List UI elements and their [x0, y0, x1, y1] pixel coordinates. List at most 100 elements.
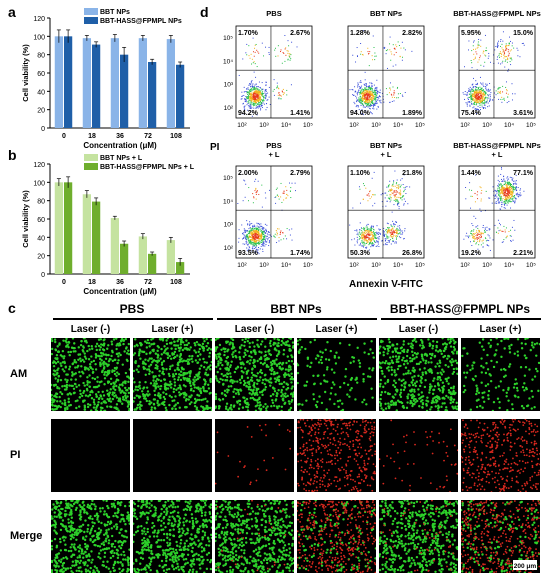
flow-dot	[500, 40, 502, 42]
flow-dot	[259, 230, 261, 232]
quadrant-lr: 2.21%	[513, 250, 534, 257]
flow-dot	[251, 100, 253, 102]
flow-dot	[471, 67, 473, 69]
flow-dot	[389, 87, 391, 89]
flow-dot	[356, 47, 358, 49]
flow-dot	[502, 40, 504, 42]
live-cell	[67, 340, 71, 344]
flow-dot	[251, 98, 253, 100]
flow-dot	[508, 192, 510, 194]
flow-dot	[262, 90, 264, 92]
flow-dot	[367, 94, 369, 96]
flow-plot-title: BBT-HASS@FPMPL NPs	[453, 141, 541, 150]
flow-dot	[396, 191, 398, 193]
flow-dot	[265, 232, 267, 234]
flow-dot	[388, 236, 390, 238]
flow-dot	[256, 49, 258, 51]
flow-dot	[359, 101, 361, 103]
flow-dot	[248, 89, 250, 91]
flow-dot	[255, 88, 257, 90]
live-cell	[106, 405, 109, 408]
flow-dot	[256, 251, 258, 253]
flow-dot	[359, 87, 361, 89]
flow-dot	[503, 53, 505, 55]
flow-dot	[367, 96, 369, 98]
flow-dot	[393, 204, 395, 206]
flow-dot	[260, 98, 262, 100]
flow-dot	[479, 89, 481, 91]
flow-dot	[262, 241, 264, 243]
flow-dot	[360, 86, 362, 88]
flow-dot	[377, 231, 379, 233]
live-cell	[193, 404, 197, 408]
flow-dot	[360, 98, 362, 100]
live-cell	[83, 340, 87, 343]
flow-dot	[384, 238, 386, 240]
flow-dot	[375, 236, 377, 238]
flow-dot	[372, 205, 374, 207]
flow-dot	[508, 189, 510, 191]
flow-dot	[247, 91, 249, 93]
flow-dot	[250, 101, 252, 103]
live-cell	[165, 352, 168, 355]
flow-dot	[257, 241, 259, 243]
flow-dot	[377, 233, 379, 235]
live-cell	[269, 368, 272, 371]
flow-dot	[256, 225, 258, 227]
live-cell	[257, 345, 260, 348]
flow-dot	[244, 180, 246, 182]
flow-dot	[250, 239, 252, 241]
flow-dot	[366, 240, 368, 242]
flow-dot	[389, 234, 391, 236]
flow-dot	[249, 225, 251, 227]
flow-dot	[260, 104, 262, 106]
flow-dot	[252, 228, 254, 230]
flow-dot	[389, 180, 391, 182]
flow-dot	[373, 229, 375, 231]
flow-dot	[371, 236, 373, 238]
flow-dot	[365, 236, 367, 238]
flow-dot	[360, 235, 362, 237]
flow-dot	[386, 222, 388, 224]
live-cell	[171, 338, 175, 340]
flow-dot	[238, 241, 240, 243]
live-cell	[116, 407, 119, 410]
flow-dot	[466, 103, 468, 105]
flow-dot	[486, 244, 488, 246]
flow-dot	[356, 55, 358, 57]
live-cell	[193, 386, 196, 389]
flow-dot	[472, 99, 474, 101]
flow-dot	[257, 97, 259, 99]
flow-dot	[379, 232, 381, 234]
live-cell	[237, 392, 241, 396]
live-cell	[118, 343, 122, 347]
flow-dot	[482, 89, 484, 91]
live-cell	[224, 405, 228, 408]
flow-dot	[403, 195, 405, 197]
flow-dot	[474, 96, 476, 98]
flow-dot	[488, 90, 490, 92]
flow-dot	[253, 104, 255, 106]
flow-dot	[247, 243, 249, 245]
flow-dot	[509, 201, 511, 203]
live-cell	[231, 381, 234, 385]
flow-dot	[396, 231, 398, 233]
live-cell	[179, 347, 182, 350]
flow-dot	[365, 226, 367, 228]
flow-dot	[505, 181, 507, 183]
live-cell	[197, 350, 200, 354]
live-cell	[92, 398, 96, 401]
flow-dot	[250, 90, 252, 92]
flow-dot	[497, 200, 499, 202]
flow-dot	[475, 48, 477, 50]
live-cell	[63, 407, 67, 410]
flow-dot	[375, 92, 377, 94]
flow-dot	[397, 230, 399, 232]
flow-dot	[243, 237, 245, 239]
flow-dot	[371, 177, 373, 179]
flow-dot	[507, 58, 509, 60]
flow-dot	[401, 196, 403, 198]
x-tick-label: 10²	[237, 262, 247, 269]
flow-dot	[511, 42, 513, 44]
